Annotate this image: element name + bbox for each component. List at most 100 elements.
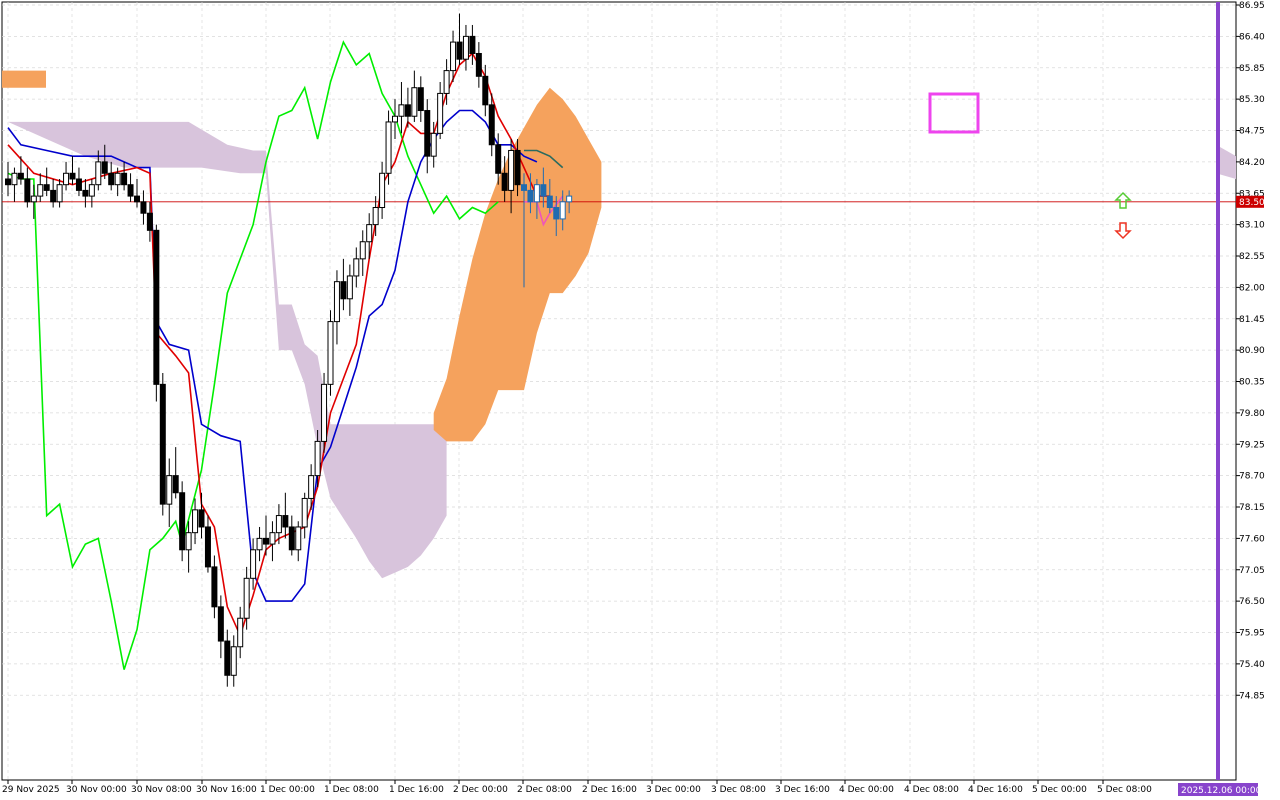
candle-body: [495, 144, 502, 174]
candle-body: [540, 184, 547, 197]
candle-body: [198, 509, 205, 528]
candle-body: [56, 184, 63, 203]
x-tick-label: 3 Dec 08:00: [711, 785, 766, 795]
candle-body: [404, 104, 411, 117]
y-tick-label: 84.75: [1239, 127, 1265, 137]
y-tick-label: 75.95: [1239, 629, 1265, 639]
candle-body: [37, 184, 44, 197]
candle-body: [146, 212, 153, 231]
candle-body: [430, 132, 437, 157]
kumo-edge-right: [1216, 144, 1236, 179]
future-time-tag: [1178, 783, 1258, 796]
candle-body: [179, 492, 186, 551]
candle-body: [88, 184, 95, 197]
candle-body: [475, 52, 482, 77]
candle-body: [450, 41, 457, 72]
x-tick-label: 2 Dec 08:00: [517, 785, 572, 795]
candle-body: [359, 241, 366, 260]
candles-group: [5, 13, 573, 687]
y-axis: 86.95 86.40 85.85 85.30 84.75 84.20 83.65 83.10…: [1236, 1, 1265, 701]
current-price-label: 83.50: [1239, 198, 1265, 208]
future-time-label: 2025.12.06 00:00: [1181, 786, 1262, 796]
y-tick-label: 77.05: [1239, 566, 1265, 576]
candle-body: [204, 526, 211, 568]
candle-body: [153, 229, 160, 385]
candle-body: [546, 195, 553, 209]
candle-body: [314, 440, 321, 477]
candle-body: [140, 201, 147, 214]
candle-body: [392, 115, 398, 123]
candle-body: [372, 207, 379, 226]
up-arrow-icon: [1114, 191, 1132, 209]
candle-body: [263, 537, 269, 545]
candle-body: [256, 537, 263, 551]
x-tick-label: 30 Nov 16:00: [196, 785, 257, 795]
down-arrow-icon: [1114, 222, 1132, 240]
x-tick-label: 5 Dec 08:00: [1097, 785, 1152, 795]
candle-body: [501, 172, 508, 191]
y-tick-label: 74.85: [1239, 691, 1265, 701]
x-tick-label: 2 Dec 16:00: [582, 785, 637, 795]
candle-body: [24, 178, 31, 203]
candle-body: [340, 281, 347, 300]
x-tick-label: 30 Nov 00:00: [66, 785, 127, 795]
candle-body: [533, 184, 540, 203]
candle-body: [385, 121, 392, 174]
plot-area: [1, 1, 1237, 781]
candle-body: [127, 184, 134, 197]
y-tick-label: 84.20: [1239, 158, 1265, 168]
candle-body: [192, 509, 199, 534]
kumo-cloud-bullish: [433, 87, 602, 442]
x-tick-label: 29 Nov 2025: [2, 785, 60, 795]
candle-body: [559, 201, 566, 220]
candle-body: [424, 110, 431, 157]
candle-body: [50, 189, 57, 203]
candle-body: [379, 172, 386, 209]
candle-body: [114, 172, 121, 186]
candle-body: [82, 189, 89, 197]
candle-body: [295, 526, 302, 551]
candle-body: [5, 178, 11, 186]
y-tick-label: 75.40: [1239, 660, 1265, 670]
candle-body: [288, 526, 295, 551]
candle-body: [17, 172, 24, 180]
candle-body: [230, 646, 237, 676]
candle-body: [301, 497, 308, 528]
y-tick-label: 83.65: [1239, 189, 1265, 199]
x-tick-label: 2 Dec 00:00: [453, 785, 508, 795]
current-price-tag: [1236, 195, 1264, 208]
kumo-cloud-bearish: [8, 121, 447, 579]
candle-body: [43, 184, 50, 191]
candle-body: [11, 172, 18, 186]
x-tick-label: 5 Dec 00:00: [1032, 785, 1087, 795]
candle-body: [308, 475, 315, 499]
highlight-box: [928, 92, 980, 134]
candle-body: [437, 92, 444, 134]
candle-body: [237, 617, 244, 648]
candle-body: [30, 195, 37, 203]
candle-body: [321, 383, 328, 442]
candle-body: [243, 577, 250, 619]
candle-body: [121, 172, 128, 186]
candle-body: [366, 224, 373, 243]
x-tick-label: 4 Dec 00:00: [839, 785, 894, 795]
candle-body: [95, 161, 102, 186]
x-tick-label: 1 Dec 16:00: [389, 785, 444, 795]
candle-body: [75, 178, 82, 191]
candle-body: [333, 281, 340, 323]
kumo-edge-left: [2, 70, 46, 88]
y-tick-label: 79.80: [1239, 409, 1265, 419]
y-tick-label: 86.95: [1239, 1, 1265, 11]
candle-body: [411, 87, 418, 117]
candle-body: [185, 532, 192, 551]
candle-body: [327, 321, 334, 385]
x-tick-label: 1 Dec 08:00: [324, 785, 379, 795]
y-tick-label: 78.15: [1239, 503, 1265, 513]
y-tick-label: 86.40: [1239, 32, 1265, 42]
y-tick-label: 76.50: [1239, 597, 1265, 607]
candle-body: [456, 41, 463, 60]
candle-body: [108, 172, 115, 186]
projected-kijun-line: [524, 149, 564, 169]
x-tick-label: 4 Dec 08:00: [904, 785, 959, 795]
